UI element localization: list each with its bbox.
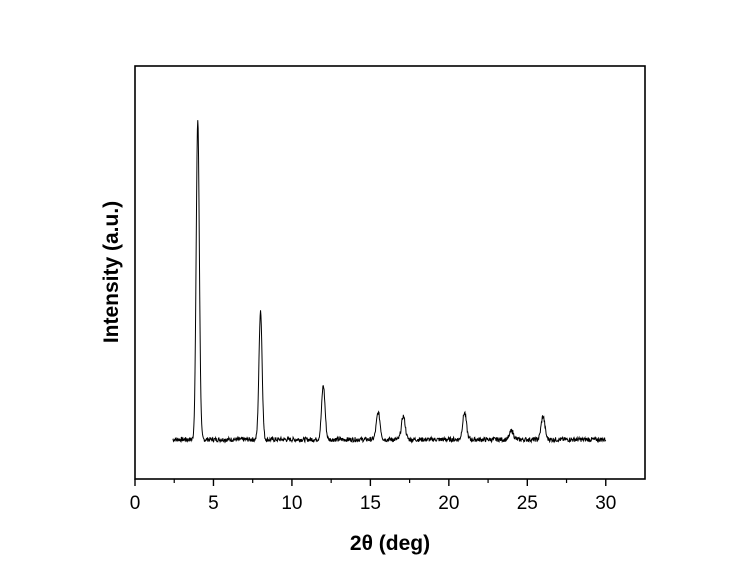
x-tick-label: 5 xyxy=(208,493,219,514)
diffraction-pattern-line xyxy=(172,120,607,444)
x-axis-title: 2θ (deg) xyxy=(350,532,430,555)
x-tick-label: 0 xyxy=(130,493,141,514)
plot-frame xyxy=(134,65,646,480)
x-tick-label: 30 xyxy=(595,493,616,514)
x-tick-label: 10 xyxy=(281,493,302,514)
x-axis-ticks xyxy=(134,479,607,486)
x-tick-label: 20 xyxy=(438,493,459,514)
x-axis-tick-labels: 0 5 10 15 20 25 30 xyxy=(130,493,617,514)
x-tick-label: 15 xyxy=(360,493,381,514)
x-tick-label: 25 xyxy=(517,493,538,514)
y-axis-title: Intensity (a.u.) xyxy=(100,201,123,343)
